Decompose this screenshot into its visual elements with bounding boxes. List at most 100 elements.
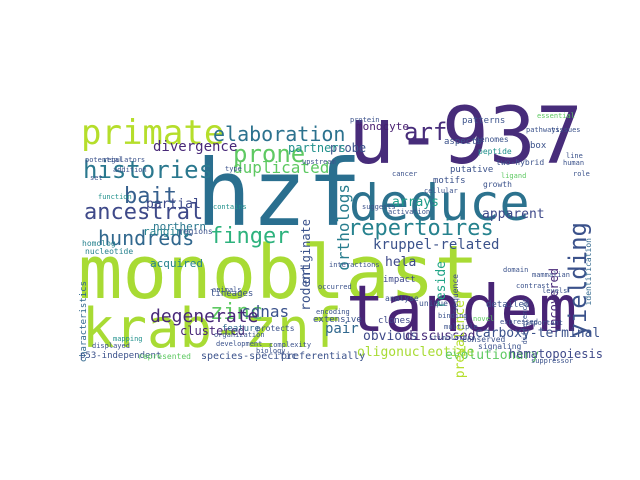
cloud-word: aspects <box>444 137 482 147</box>
cloud-word: contains <box>213 203 247 211</box>
cloud-word: hzf <box>196 140 363 247</box>
cloud-word: differences <box>521 298 529 345</box>
cloud-word: cellular <box>424 187 458 195</box>
cloud-word: animals <box>212 286 242 294</box>
cloud-word: role <box>573 170 590 178</box>
cloud-word: orthologs <box>334 184 353 271</box>
cloud-word: unique <box>419 299 448 308</box>
cloud-word: acquired <box>150 257 203 270</box>
cloud-word: cancer <box>392 170 418 178</box>
cloud-word: patterns <box>462 116 506 126</box>
cloud-word: ranging <box>143 225 190 238</box>
cloud-word: originate <box>299 219 313 285</box>
cloud-word: levels <box>542 287 568 295</box>
cloud-word: p53-independent <box>80 351 162 361</box>
cloud-word: multiple <box>444 323 478 331</box>
cloud-word: histories <box>83 156 214 184</box>
cloud-word: suggests <box>362 203 396 211</box>
cloud-word: monocyte <box>356 120 409 133</box>
cloud-word: biology <box>256 347 286 355</box>
cloud-word: preferentially <box>281 351 366 362</box>
cloud-word: hematopoiesis <box>509 347 603 361</box>
cloud-word: kruppel-related <box>373 237 500 253</box>
cloud-word: genomes <box>475 135 509 144</box>
cloud-word: evolutionary <box>445 348 539 363</box>
cloud-word: northern <box>153 220 206 233</box>
cloud-word: prone <box>233 140 306 168</box>
cloud-word: tandem <box>346 273 578 347</box>
cloud-word: obvious <box>363 329 418 344</box>
cloud-word: analyse <box>385 294 419 303</box>
cloud-word: binding <box>438 312 468 320</box>
cloud-word: set <box>90 174 103 182</box>
cloud-word: nucleotide <box>85 247 134 256</box>
cloud-word: divergence <box>153 139 238 155</box>
cloud-word: upstream <box>302 158 336 166</box>
cloud-word: elaboration <box>213 122 346 146</box>
cloud-word: expressed <box>500 318 538 326</box>
cloud-word: degenerate <box>150 306 259 327</box>
cloud-word: probe <box>330 141 367 155</box>
cloud-word: species-specific <box>201 351 298 362</box>
cloud-word: essential <box>537 112 575 120</box>
cloud-word: bait <box>124 184 177 209</box>
cloud-word: activation <box>388 208 431 216</box>
cloud-word: important <box>525 319 563 327</box>
cloud-word: apparent <box>482 207 545 222</box>
cloud-word: development <box>216 340 263 348</box>
cloud-word: detailed <box>486 300 530 310</box>
cloud-word: mapping <box>113 335 143 343</box>
cloud-word: pair <box>325 321 359 337</box>
cloud-word: represented <box>138 352 191 361</box>
cloud-word: displayed <box>92 342 130 350</box>
cloud-word: tissues <box>551 126 581 134</box>
cloud-word: hundreds <box>98 226 195 250</box>
cloud-word: oligonucleotide <box>357 345 475 360</box>
cloud-word: clones <box>378 316 411 326</box>
cloud-word: motifs <box>433 176 466 186</box>
cloud-word: putative <box>450 165 494 175</box>
cloud-word: zinc <box>210 300 263 325</box>
cloud-word: partners <box>288 141 346 155</box>
cloud-word: repertoires <box>348 216 494 241</box>
cloud-word: conserved <box>462 335 506 344</box>
cloud-word: cdnas <box>241 302 290 321</box>
cloud-word: homolog <box>82 239 116 248</box>
cloud-word: regions <box>179 227 213 236</box>
cloud-word: pathways <box>526 126 560 134</box>
cloud-word: potential <box>85 156 123 164</box>
cloud-word: monoblast <box>78 230 479 316</box>
cloud-word: identification <box>584 238 593 306</box>
cloud-word: duplicated <box>233 158 330 177</box>
cloud-word: organization <box>214 331 265 339</box>
cloud-word: occurred <box>318 283 352 291</box>
cloud-word: suppressor <box>531 357 574 365</box>
cloud-word: impact <box>383 275 416 285</box>
cloud-word: contrast <box>516 282 550 290</box>
cloud-word: complexity <box>269 341 312 349</box>
cloud-word: arrays <box>392 195 439 210</box>
cloud-word: primate <box>81 113 225 153</box>
cloud-word: peptide <box>478 147 512 156</box>
cloud-word: ligand <box>501 172 527 180</box>
cloud-word: protects <box>256 324 295 333</box>
cloud-word: ancestral <box>84 200 204 225</box>
cloud-word: arf <box>404 118 448 146</box>
cloud-word: finger <box>210 224 290 249</box>
cloud-word: discussed <box>405 329 476 344</box>
cloud-word: human <box>563 159 585 167</box>
cloud-word: signaling <box>478 342 522 351</box>
cloud-word: stimulatory <box>429 334 476 342</box>
cloud-word: deduce <box>349 174 530 232</box>
cloud-word: line <box>566 152 583 160</box>
cloud-word: addition <box>113 166 147 174</box>
cloud-word: regulators <box>103 156 146 164</box>
cloud-word: growth <box>483 180 512 189</box>
cloud-word: protein <box>350 116 380 124</box>
cloud-word: sequence <box>451 274 460 313</box>
cloud-word: partial <box>146 197 201 212</box>
cloud-word: two-hybrid <box>496 158 545 167</box>
cloud-word: hela <box>385 255 417 270</box>
cloud-word: interactions <box>329 261 380 269</box>
